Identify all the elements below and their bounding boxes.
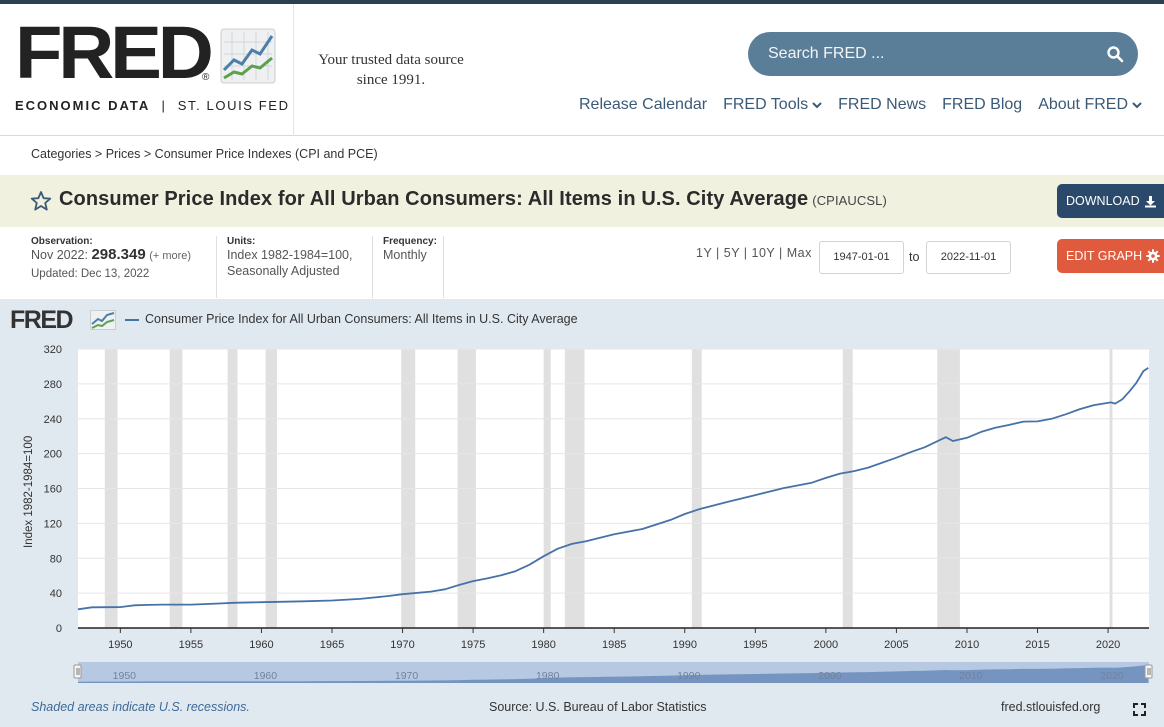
- x-tick-label: 2020: [1096, 639, 1120, 651]
- download-icon: [1144, 195, 1156, 207]
- more-observations-link[interactable]: (+ more): [149, 250, 192, 262]
- series-title-band: [0, 175, 1164, 227]
- download-button[interactable]: DOWNLOAD: [1057, 184, 1164, 218]
- updated-date: Updated: Dec 13, 2022: [31, 268, 150, 280]
- y-tick-label: 320: [44, 344, 62, 356]
- tagline: Your trusted data source since 1991.: [318, 52, 464, 88]
- navigator-tick-label: 1970: [395, 670, 419, 682]
- gear-icon: [1146, 249, 1160, 263]
- mini-logo-chart-icon: [90, 310, 116, 330]
- x-tick-label: 2010: [955, 639, 979, 651]
- y-tick-label: 0: [56, 623, 62, 635]
- nav-fred-blog[interactable]: FRED Blog: [942, 96, 1023, 113]
- top-accent-bar: [0, 0, 1164, 4]
- nav-about-fred[interactable]: About FRED: [1038, 96, 1142, 114]
- series-title: Consumer Price Index for All Urban Consu…: [59, 188, 887, 210]
- navigator-tick-label: 2000: [818, 670, 842, 682]
- legend-swatch: [125, 319, 139, 321]
- end-date-input[interactable]: 2022-11-01: [926, 241, 1011, 274]
- series-line: [77, 367, 1149, 611]
- star-icon[interactable]: [30, 190, 52, 212]
- source-note[interactable]: Source: U.S. Bureau of Labor Statistics: [489, 700, 707, 714]
- navigator-tick-label: 1950: [113, 670, 137, 682]
- chevron-down-icon: [812, 102, 822, 109]
- frequency-info: Frequency: Monthly: [383, 236, 437, 262]
- observation-value: 298.349: [91, 246, 146, 263]
- logo-subtitle: ECONOMIC DATA | ST. LOUIS FED: [15, 98, 290, 113]
- start-date-input[interactable]: 1947-01-01: [819, 241, 904, 274]
- cpi-line-chart[interactable]: 0 40 80 120 160 200 240 280 320 1950 1955 1960 1965 1…: [0, 340, 1164, 690]
- x-tick-label: 1985: [602, 639, 626, 651]
- y-tick-label: 40: [50, 588, 62, 600]
- meta-divider: [216, 236, 217, 298]
- navigator-tick-label: 1990: [677, 670, 701, 682]
- x-tick-label: 1960: [249, 639, 273, 651]
- expand-icon[interactable]: [1133, 703, 1146, 716]
- navigator-tick-label: 2010: [959, 670, 983, 682]
- navigator-tick-label: 1980: [536, 670, 560, 682]
- recessions-note: Shaded areas indicate U.S. recessions.: [31, 700, 250, 714]
- breadcrumb[interactable]: Categories > Prices > Consumer Price Ind…: [31, 147, 378, 161]
- site-header: FRED ® ECONOMIC DATA | ST. LOUIS FED You…: [0, 4, 1164, 136]
- observation-info: Observation: Nov 2022: 298.349 (+ more) …: [31, 236, 217, 282]
- x-tick-label: 2005: [884, 639, 908, 651]
- x-tick-label: 1970: [390, 639, 414, 651]
- logo-chart-icon: [220, 28, 276, 84]
- main-nav: Release Calendar FRED Tools FRED News FR…: [579, 96, 1142, 114]
- fred-logo[interactable]: FRED ® ECONOMIC DATA | ST. LOUIS FED: [0, 4, 294, 136]
- y-tick-label: 160: [44, 484, 62, 496]
- units-info: Units: Index 1982-1984=100, Seasonally A…: [227, 236, 353, 278]
- nav-fred-tools[interactable]: FRED Tools: [723, 96, 822, 114]
- series-code: (CPIAUCSL): [812, 193, 887, 208]
- y-tick-label: 120: [44, 518, 62, 530]
- nav-fred-news[interactable]: FRED News: [838, 96, 927, 113]
- y-tick-label: 240: [44, 414, 62, 426]
- range-presets[interactable]: 1Y | 5Y | 10Y | Max: [696, 246, 812, 260]
- x-tick-label: 2015: [1025, 639, 1049, 651]
- logo-wordmark: FRED: [15, 11, 214, 94]
- x-tick-label: 2000: [814, 639, 838, 651]
- x-tick-label: 1955: [179, 639, 203, 651]
- search-input[interactable]: Search FRED ...: [748, 32, 1138, 76]
- chart-fred-logo: FRED: [10, 306, 74, 334]
- x-tick-label: 1950: [108, 639, 132, 651]
- x-tick-label: 1975: [461, 639, 485, 651]
- y-tick-label: 200: [44, 449, 62, 461]
- navigator-tick-label: 2020: [1100, 670, 1124, 682]
- chart-legend: Consumer Price Index for All Urban Consu…: [145, 312, 578, 326]
- meta-divider: [372, 236, 373, 298]
- nav-release-calendar[interactable]: Release Calendar: [579, 96, 708, 113]
- x-tick-label: 1965: [320, 639, 344, 651]
- edit-graph-button[interactable]: EDIT GRAPH: [1057, 239, 1164, 273]
- meta-divider: [443, 236, 444, 298]
- x-tick-label: 1995: [743, 639, 767, 651]
- range-to-label: to: [909, 250, 920, 264]
- chevron-down-icon: [1132, 102, 1142, 109]
- y-tick-label: 80: [50, 553, 62, 565]
- x-tick-label: 1980: [531, 639, 555, 651]
- navigator-tick-label: 1960: [254, 670, 278, 682]
- x-tick-label: 1990: [673, 639, 697, 651]
- site-url[interactable]: fred.stlouisfed.org: [1001, 700, 1101, 714]
- navigator-series: [78, 665, 1149, 683]
- search-icon[interactable]: [1106, 45, 1124, 63]
- registered-mark: ®: [202, 72, 210, 83]
- y-tick-label: 280: [44, 379, 62, 391]
